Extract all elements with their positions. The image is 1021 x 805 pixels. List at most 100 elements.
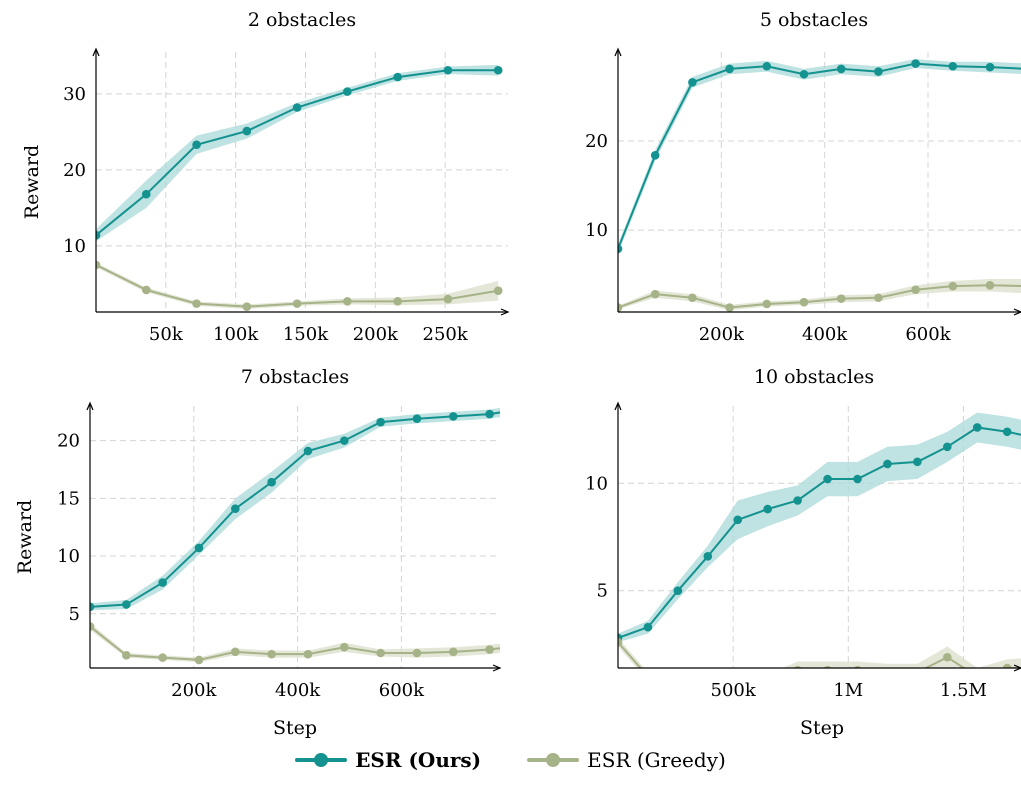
data-point-greedy — [762, 299, 772, 309]
y-tick-label: 10 — [57, 546, 80, 567]
data-point-greedy — [242, 302, 252, 311]
chart-panel-1: 50k 100k 150k 200k 250k 10 20 30 2 obstacles Rewa… — [21, 9, 510, 345]
data-point-ours — [853, 474, 862, 484]
y-tick-label: 10 — [63, 236, 86, 257]
y-tick-label: 20 — [63, 160, 86, 181]
data-point-ours — [90, 602, 95, 612]
data-point-greedy — [948, 281, 958, 291]
data-point-greedy — [911, 285, 920, 295]
data-point-ours — [96, 230, 101, 240]
data-point-ours — [618, 244, 623, 254]
x-tick-label: 400k — [802, 324, 848, 345]
data-point-greedy — [874, 293, 883, 303]
data-point-greedy — [618, 303, 623, 312]
x-tick-label: 50k — [149, 324, 184, 345]
data-point-greedy — [644, 672, 653, 681]
chart-panel-2: 200k 400k 600k 10 20 5 obstacles — [585, 9, 1021, 345]
data-point-greedy — [90, 622, 95, 631]
series-line-ours — [618, 62, 1021, 250]
x-axis-arrow-icon — [1013, 664, 1021, 672]
series-band-greedy — [618, 279, 1021, 311]
data-point-ours — [141, 189, 151, 199]
data-point-greedy — [650, 289, 660, 299]
chart-title: 10 obstacles — [754, 366, 874, 388]
data-point-ours — [874, 67, 883, 76]
data-point-greedy — [1002, 663, 1012, 668]
y-tick-label: 20 — [585, 131, 608, 152]
y-tick-label: 30 — [63, 84, 86, 105]
plot-area — [618, 59, 1021, 312]
data-point-ours — [643, 622, 653, 632]
data-point-greedy — [853, 665, 862, 668]
data-point-ours — [443, 65, 453, 75]
data-point-greedy — [887, 667, 888, 668]
x-tick-label: 250k — [423, 324, 469, 345]
data-point-greedy — [141, 285, 151, 295]
data-point-greedy — [158, 653, 167, 662]
data-point-ours — [836, 64, 846, 74]
data-point-greedy — [340, 642, 349, 652]
data-point-ours — [985, 62, 995, 72]
data-point-ours — [192, 140, 201, 150]
data-point-greedy — [985, 280, 995, 290]
data-point-ours — [823, 474, 832, 484]
x-tick-label: 1.5M — [940, 680, 987, 701]
y-axis-label: Reward — [21, 145, 43, 219]
data-point-greedy — [917, 667, 918, 668]
y-tick-label: 5 — [69, 604, 80, 625]
data-point-greedy — [267, 649, 276, 659]
data-point-ours — [242, 126, 252, 136]
x-tick-label: 500k — [711, 680, 757, 701]
data-point-greedy — [412, 648, 422, 658]
data-point-ours — [522, 404, 531, 413]
data-point-greedy — [725, 303, 734, 312]
series-band-ours — [90, 407, 500, 611]
x-axis-label: Step — [800, 717, 844, 739]
data-point-greedy — [485, 645, 494, 654]
chart-panel-3: 200k 400k 600k 5 10 15 20 7 obstacles Reward Step — [14, 366, 531, 739]
plot-area — [90, 404, 531, 665]
data-point-greedy — [231, 647, 240, 657]
series-band-greedy — [618, 637, 1021, 668]
series-band-ours — [618, 59, 1021, 254]
data-point-greedy — [448, 647, 458, 657]
series-line-ours — [96, 69, 499, 236]
data-point-ours — [733, 515, 743, 525]
data-point-ours — [883, 459, 892, 469]
data-point-ours — [267, 477, 276, 487]
plot-area — [96, 64, 503, 311]
x-tick-label: 200k — [171, 680, 217, 701]
x-tick-label: 600k — [379, 680, 425, 701]
data-point-ours — [158, 578, 167, 587]
series-band-ours — [96, 64, 499, 242]
data-point-greedy — [618, 637, 623, 647]
legend-item-greedy: ESR (Greedy) — [527, 748, 726, 772]
data-point-ours — [725, 64, 734, 74]
data-point-greedy — [303, 649, 313, 659]
data-point-greedy — [192, 299, 201, 308]
data-point-greedy — [493, 286, 503, 296]
legend-item-ours: ESR (Ours) — [295, 748, 481, 772]
chart-panel-4: 500k 1M 1.5M 5 10 10 obstacles Step — [585, 366, 1021, 739]
legend-label-greedy: ESR (Greedy) — [587, 748, 726, 772]
data-point-ours — [943, 442, 952, 452]
series-line-ours — [618, 426, 1021, 639]
legend-swatch-ours — [295, 753, 348, 767]
x-axis-arrow-icon — [500, 308, 510, 316]
data-point-greedy — [823, 665, 832, 668]
x-tick-label: 600k — [905, 324, 951, 345]
y-tick-label: 15 — [57, 488, 80, 509]
x-tick-label: 200k — [699, 324, 745, 345]
data-point-greedy — [688, 293, 697, 303]
data-point-ours — [292, 103, 302, 112]
data-point-ours — [1002, 427, 1012, 437]
y-axis-arrow-icon — [614, 401, 622, 411]
x-tick-label: 200k — [353, 324, 399, 345]
x-tick-label: 100k — [213, 324, 259, 345]
data-point-ours — [303, 446, 313, 456]
x-axis-arrow-icon — [492, 664, 502, 672]
data-point-greedy — [793, 665, 802, 668]
chart-title: 7 obstacles — [241, 366, 349, 388]
y-tick-label: 10 — [585, 220, 608, 241]
